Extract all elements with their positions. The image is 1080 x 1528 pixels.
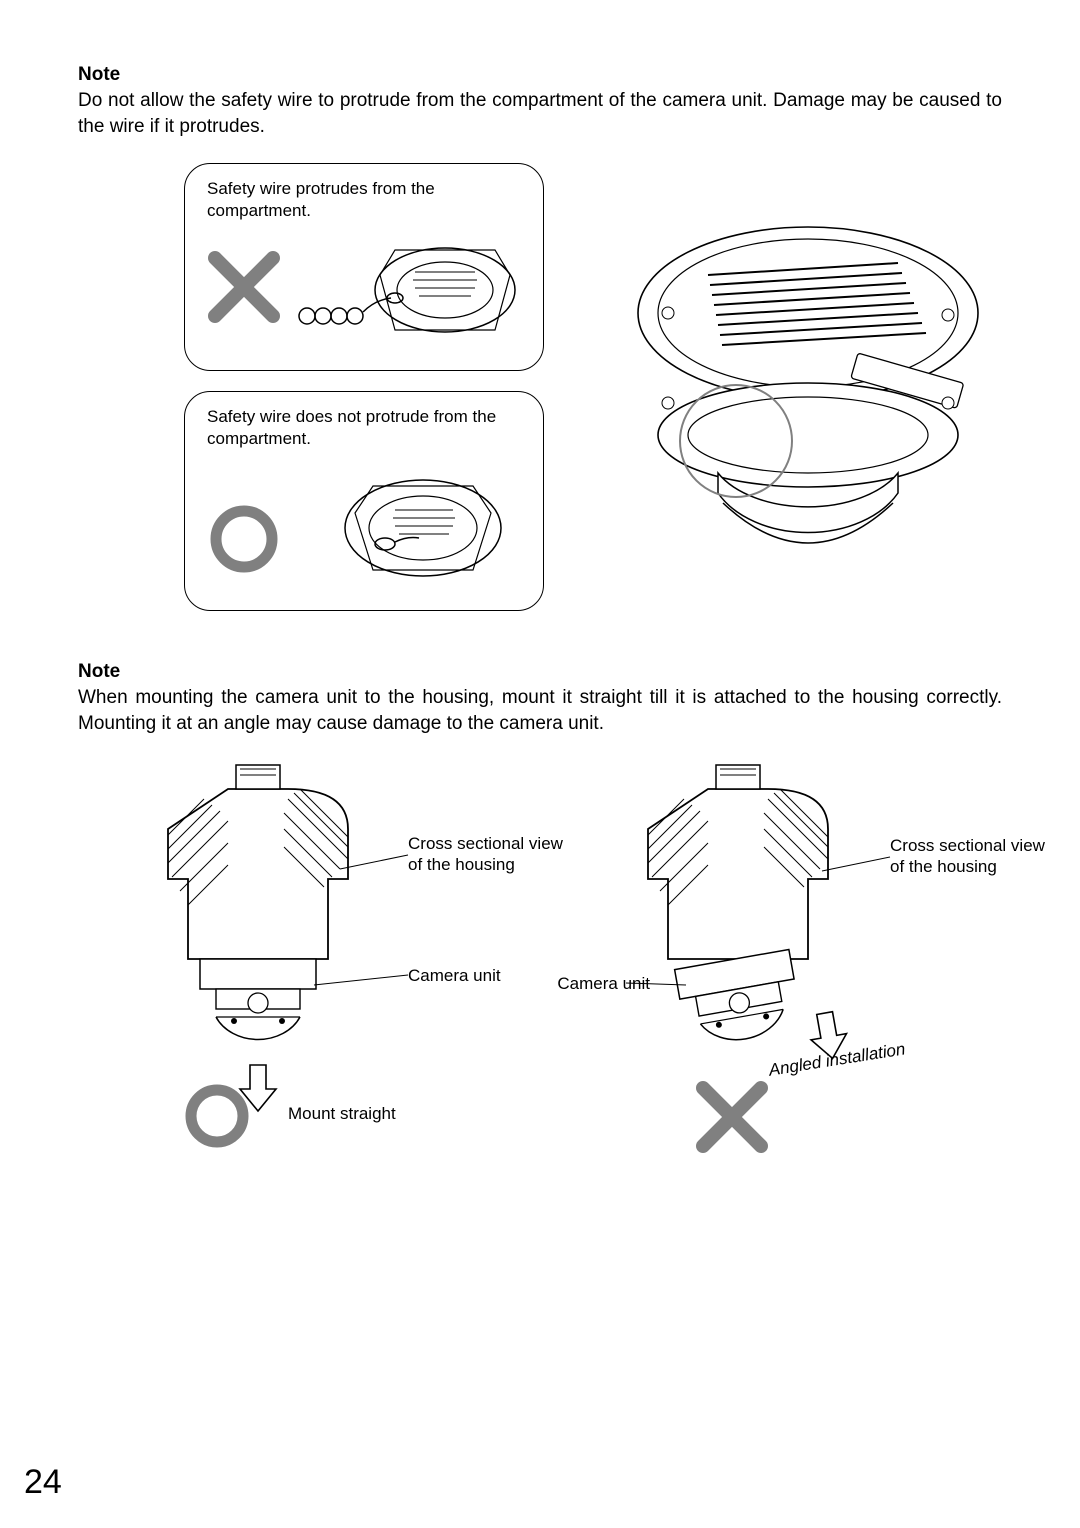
- page-number: 24: [24, 1463, 62, 1502]
- wrong-caption: Safety wire protrudes from the compartme…: [207, 178, 467, 221]
- mount-wrong-figure: Cross sectional view of the housing Came…: [578, 759, 1038, 1179]
- cross-section-label-left: Cross sectional view of the housing: [408, 833, 568, 876]
- assembly-drawing: [598, 203, 1008, 603]
- ok-circle-icon: [207, 502, 281, 576]
- wrong-example-box: Safety wire protrudes from the compartme…: [184, 163, 544, 371]
- figure-row-1: Safety wire protrudes from the compartme…: [78, 163, 1002, 623]
- ng-cross-icon: [694, 1079, 770, 1155]
- compartment-sketch-correct: [303, 448, 523, 603]
- figure-row-2: Cross sectional view of the housing Came…: [78, 759, 1002, 1199]
- mount-straight-label: Mount straight: [288, 1103, 396, 1124]
- camera-unit-label-left: Camera unit: [408, 965, 501, 986]
- note1-heading: Note: [78, 64, 1002, 86]
- mount-correct-figure: Cross sectional view of the housing Came…: [108, 759, 548, 1179]
- ok-circle-icon: [182, 1081, 252, 1151]
- note2-heading: Note: [78, 661, 1002, 683]
- note1-body: Do not allow the safety wire to protrude…: [78, 88, 1002, 139]
- correct-example-box: Safety wire does not protrude from the c…: [184, 391, 544, 611]
- correct-caption: Safety wire does not protrude from the c…: [207, 406, 507, 449]
- compartment-sketch-wrong: [295, 220, 525, 365]
- cross-section-label-right: Cross sectional view of the housing: [890, 835, 1050, 878]
- ng-cross-icon: [207, 250, 281, 324]
- note2-body: When mounting the camera unit to the hou…: [78, 685, 1002, 736]
- camera-unit-label-right: Camera unit: [530, 973, 650, 994]
